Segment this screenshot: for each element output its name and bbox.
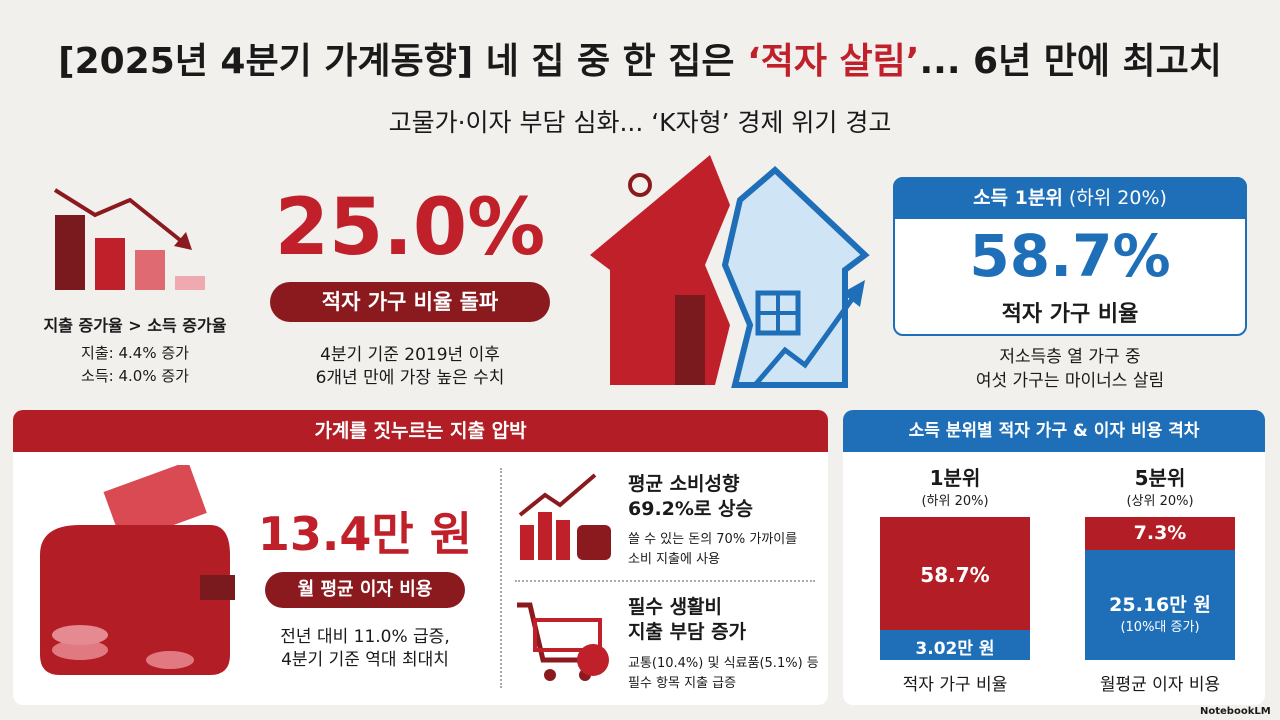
expense-badge: 월 평균 이자 비용: [265, 572, 465, 608]
house-illustration: [590, 155, 870, 388]
item-title: 평균 소비성향: [628, 473, 740, 495]
brand: NotebookLM: [1200, 706, 1271, 717]
card-header-main: 소득 1분위: [973, 187, 1063, 209]
card-note: 저소득층 열 가구 중: [999, 347, 1141, 367]
title: [2025년 4분기 가계동향] 네 집 중 한 집은 ‘적자 살림’... 6…: [0, 32, 1280, 84]
item-desc: 교통(10.4%) 및 식료품(5.1%) 등: [628, 656, 819, 671]
headline-value: 25.0%: [274, 183, 546, 273]
title-highlight: ‘적자 살림’: [747, 41, 920, 82]
compare-title: 소득 분위별 적자 가구 & 이자 비용 격차: [843, 410, 1265, 452]
headline-badge: 적자 가구 비율 돌파: [270, 282, 550, 322]
trend-icon: [53, 188, 205, 290]
group-sub: (상위 20%): [1126, 494, 1194, 509]
consumption-icon: [518, 473, 611, 560]
item-desc: 소비 지출에 사용: [628, 552, 720, 567]
top-left-line: 지출: 4.4% 증가: [81, 344, 189, 362]
bar-block: [1085, 517, 1235, 550]
expense-note: 전년 대비 11.0% 급증,: [280, 627, 450, 647]
wallet-illustration: [40, 465, 235, 675]
group-name: 5분위: [1134, 466, 1186, 490]
card-value: 58.7%: [969, 222, 1171, 290]
bar-block: [880, 630, 1030, 660]
card-header-sub: (하위 20%): [1068, 187, 1167, 209]
title-part: ... 6년 만에 최고치: [919, 41, 1222, 82]
group-name: 1분위: [929, 466, 981, 490]
group-top: 7.3%: [1133, 522, 1187, 544]
expense-note: 4분기 기준 역대 최대치: [281, 650, 449, 670]
item-desc: 쓸 수 있는 돈의 70% 가까이를: [628, 532, 798, 547]
expense-title: 가계를 짓누르는 지출 압박: [13, 410, 828, 452]
group-label: 적자 가구 비율: [902, 675, 1008, 695]
headline-note: 4분기 기준 2019년 이후: [320, 345, 500, 365]
group-bottom: 25.16만 원: [1109, 594, 1211, 616]
group-label: 월평균 이자 비용: [1099, 675, 1221, 695]
group-top: 58.7%: [920, 563, 990, 587]
group-sub: (하위 20%): [921, 494, 989, 509]
item-title: 69.2%로 상승: [628, 498, 753, 520]
item-desc: 필수 항목 지출 급증: [628, 676, 737, 691]
divider: [515, 580, 815, 582]
bar-block: [1085, 550, 1235, 660]
expense-value: 13.4만 원: [257, 507, 473, 561]
card-label: 적자 가구 비율: [1001, 302, 1139, 327]
card-note: 여섯 가구는 마이너스 살림: [975, 371, 1165, 391]
divider: [500, 468, 502, 688]
subtitle: 고물가·이자 부담 심화... ‘K자형’ 경제 위기 경고: [388, 108, 892, 137]
quintile-card-header: 소득 1분위 (하위 20%): [893, 177, 1247, 219]
top-left-caption: 지출 증가율 > 소득 증가율: [43, 316, 227, 335]
top-left-line: 소득: 4.0% 증가: [81, 367, 189, 385]
item-title: 필수 생활비: [628, 596, 723, 618]
headline-note: 6개년 만에 가장 높은 수치: [315, 368, 505, 388]
group-bottom-sub: (10%대 증가): [1120, 620, 1200, 635]
bar-block: [880, 517, 1030, 630]
cart-icon: [517, 602, 609, 681]
item-title: 지출 부담 증가: [628, 621, 747, 643]
group-bottom: 3.02만 원: [915, 639, 995, 659]
title-part: [2025년 4분기 가계동향] 네 집 중 한 집은: [58, 41, 748, 82]
